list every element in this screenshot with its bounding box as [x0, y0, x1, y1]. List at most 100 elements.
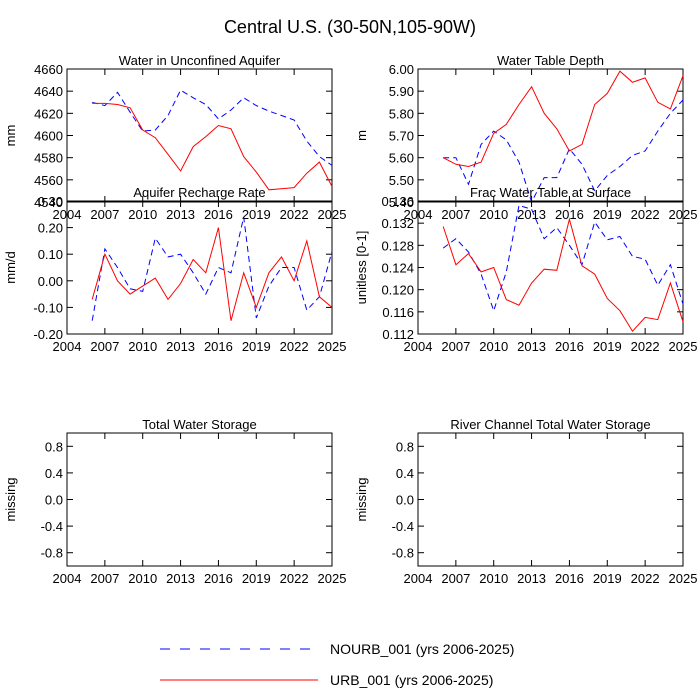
panel-title: Water in Unconfined Aquifer: [119, 53, 281, 68]
chart-panel-3: Aquifer Recharge Rate 2004 2007 2010 2013 201…: [3, 185, 346, 354]
y-axis-label: m: [354, 130, 369, 141]
x-tick-label: 2013: [166, 339, 195, 354]
series-line-nourb: [91, 216, 333, 321]
x-tick-label: 2025: [318, 571, 347, 586]
x-tick-label: 2013: [166, 207, 195, 222]
legend-label-urb: URB_001 (yrs 2006-2025): [330, 672, 493, 688]
y-tick-label: 0.124: [381, 261, 414, 276]
x-tick-label: 2010: [128, 571, 157, 586]
y-tick-label: 4660: [34, 62, 63, 77]
x-tick-label: 2004: [53, 339, 82, 354]
x-tick-label: 2007: [90, 207, 119, 222]
x-tick-label: 2022: [280, 207, 309, 222]
x-tick-label: 2004: [53, 571, 82, 586]
x-tick-label: 2010: [128, 339, 157, 354]
figure-title: Central U.S. (30-50N,105-90W): [224, 17, 476, 37]
y-axis-label: missing: [3, 477, 18, 521]
y-tick-label: 0.4: [45, 466, 63, 481]
x-tick-label: 2019: [242, 571, 271, 586]
y-tick-label: 0.8: [396, 439, 414, 454]
x-tick-label: 2013: [517, 571, 546, 586]
y-tick-label: 0.20: [38, 221, 63, 236]
series-line-nourb: [443, 99, 684, 204]
x-tick-label: 2019: [593, 571, 622, 586]
y-axis-label: mm: [3, 125, 18, 147]
y-tick-label: 6.00: [389, 62, 414, 77]
x-tick-label: 2007: [90, 339, 119, 354]
x-tick-label: 2022: [280, 339, 309, 354]
series-line-urb: [442, 70, 684, 168]
y-axis-label: unitless [0-1]: [354, 231, 369, 305]
x-tick-label: 2004: [404, 339, 433, 354]
x-tick-label: 2019: [242, 207, 271, 222]
y-tick-label: 4620: [34, 106, 63, 121]
series-line-urb: [91, 227, 333, 321]
x-tick-label: 2025: [669, 339, 698, 354]
x-tick-label: 2019: [242, 339, 271, 354]
series-line-nourb: [92, 89, 333, 166]
y-tick-label: 0.0: [396, 493, 414, 508]
x-tick-label: 2016: [204, 571, 233, 586]
x-tick-label: 2019: [593, 207, 622, 222]
x-tick-label: 2007: [441, 207, 470, 222]
legend: NOURB_001 (yrs 2006-2025) URB_001 (yrs 2…: [160, 641, 514, 688]
y-axis-label: mm/d: [3, 251, 18, 284]
x-tick-label: 2013: [517, 207, 546, 222]
y-tick-label: 0.120: [381, 283, 414, 298]
x-tick-label: 2022: [631, 339, 660, 354]
x-tick-label: 2016: [204, 339, 233, 354]
panel-title: Total Water Storage: [142, 417, 256, 432]
series-line-urb: [92, 102, 333, 191]
x-tick-label: 2016: [204, 207, 233, 222]
panel-title: Aquifer Recharge Rate: [133, 185, 265, 200]
y-tick-label: 0.128: [381, 238, 414, 253]
y-tick-label: -0.8: [41, 546, 63, 561]
y-tick-label: 0.00: [38, 274, 63, 289]
plot-frame: [417, 432, 684, 567]
y-tick-label: 0.112: [382, 327, 414, 342]
x-tick-label: 2007: [441, 339, 470, 354]
x-tick-label: 2010: [479, 571, 508, 586]
x-tick-label: 2022: [280, 571, 309, 586]
x-tick-label: 2016: [555, 207, 584, 222]
chart-panels: Water in Unconfined Aquifer 2004 2007 2010 2…: [3, 53, 697, 586]
chart-panel-4: Frac Water Table at Surface 2004 2007 2010 2…: [354, 185, 697, 354]
x-tick-label: 2010: [128, 207, 157, 222]
y-tick-label: 4600: [34, 129, 63, 144]
y-tick-label: 0.10: [38, 247, 63, 262]
y-tick-label: 0.132: [381, 216, 414, 231]
panel-title: River Channel Total Water Storage: [450, 417, 650, 432]
chart-panel-5: Total Water Storage 2004 2007 2010 2013 2016 2…: [3, 417, 346, 586]
y-tick-label: 0.4: [396, 466, 414, 481]
panel-title: Water Table Depth: [497, 53, 604, 68]
y-tick-label: -0.4: [392, 519, 414, 534]
y-tick-label: 0.136: [381, 194, 414, 209]
plot-frame: [66, 432, 333, 567]
series-line-urb: [442, 217, 684, 333]
legend-label-nourb: NOURB_001 (yrs 2006-2025): [330, 641, 514, 657]
x-tick-label: 2022: [631, 207, 660, 222]
y-tick-label: 5.40: [389, 195, 414, 210]
y-tick-label: -0.20: [33, 327, 63, 342]
x-tick-label: 2016: [555, 571, 584, 586]
x-tick-label: 2019: [593, 339, 622, 354]
y-tick-label: -0.10: [33, 300, 63, 315]
plot-frame: [417, 68, 684, 203]
y-tick-label: 5.80: [389, 106, 414, 121]
y-tick-label: 5.50: [389, 173, 414, 188]
y-tick-label: 4560: [34, 173, 63, 188]
y-tick-label: 4540: [34, 195, 63, 210]
chart-panel-6: River Channel Total Water Storage 2004 200…: [354, 417, 697, 586]
y-tick-label: 4580: [34, 151, 63, 166]
y-tick-label: 4640: [34, 84, 63, 99]
y-tick-label: 0.8: [45, 439, 63, 454]
x-tick-label: 2010: [479, 207, 508, 222]
x-tick-label: 2004: [404, 571, 433, 586]
plot-frame: [66, 200, 333, 335]
x-tick-label: 2010: [479, 339, 508, 354]
x-tick-label: 2016: [555, 339, 584, 354]
x-tick-label: 2007: [441, 571, 470, 586]
x-tick-label: 2022: [631, 571, 660, 586]
y-tick-label: 0.116: [382, 305, 414, 320]
